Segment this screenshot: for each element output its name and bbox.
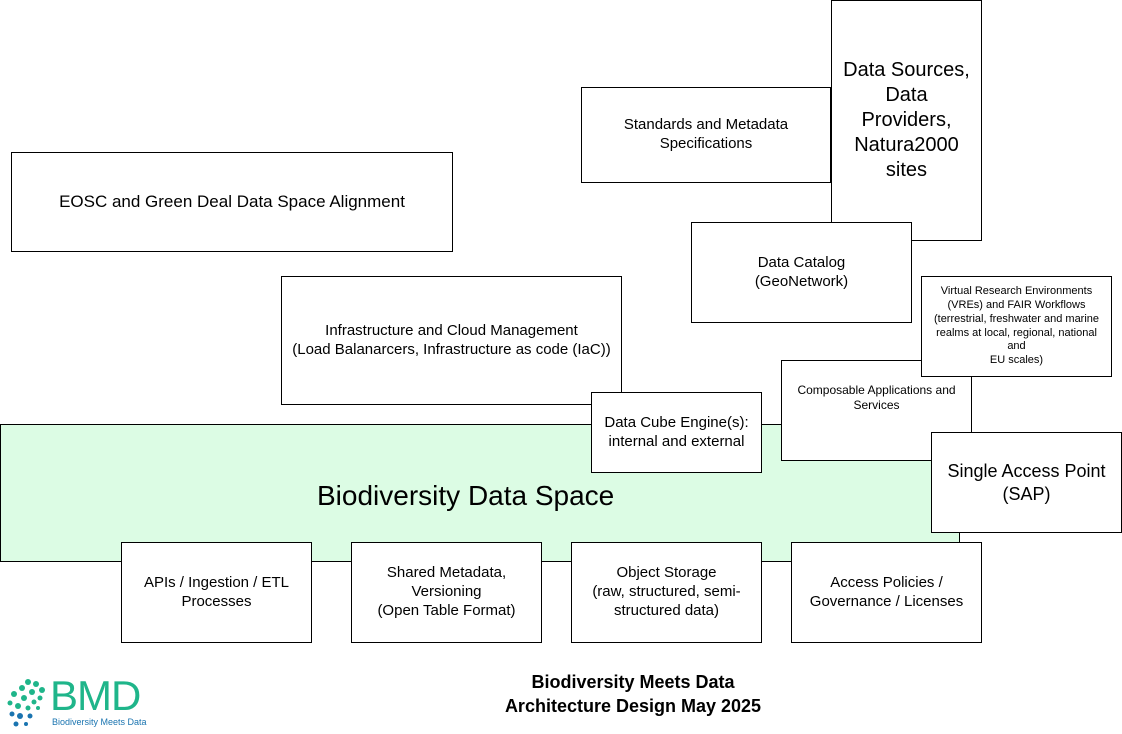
apis-ingestion-label: APIs / Ingestion / ETL Processes xyxy=(143,573,290,610)
bmd-logo-text: BMD xyxy=(50,672,141,719)
shared-metadata-label: Shared Metadata, Versioning (Open Table … xyxy=(377,564,516,619)
diagram-title: Biodiversity Meets Data Architecture Des… xyxy=(452,670,814,718)
bmd-logo-mark-icon xyxy=(7,679,45,727)
data-sources-box: Data Sources, Data Providers, Natura2000… xyxy=(831,0,982,241)
infrastructure-label: Infrastructure and Cloud Management (Loa… xyxy=(292,321,611,358)
single-access-point-box: Single Access Point (SAP) xyxy=(931,432,1122,533)
vre-label: Virtual Research Environments (VREs) and… xyxy=(933,285,1100,366)
standards-metadata-box: Standards and Metadata Specifications xyxy=(581,87,831,183)
single-access-point-label: Single Access Point (SAP) xyxy=(947,461,1106,504)
object-storage-label: Object Storage (raw, structured, semi- s… xyxy=(592,564,741,619)
bmd-logo: BMD Biodiversity Meets Data xyxy=(4,672,164,730)
bmd-logo-subtitle: Biodiversity Meets Data xyxy=(52,717,147,727)
title-line-1: Biodiversity Meets Data xyxy=(531,672,735,692)
title-line-2: Architecture Design May 2025 xyxy=(504,696,762,716)
data-cube-engine-box: Data Cube Engine(s): internal and extern… xyxy=(591,392,762,473)
apis-ingestion-box: APIs / Ingestion / ETL Processes xyxy=(121,542,312,643)
access-policies-box: Access Policies / Governance / Licenses xyxy=(791,542,982,643)
data-catalog-box: Data Catalog (GeoNetwork) xyxy=(691,222,912,323)
biodiversity-data-space-label: Biodiversity Data Space xyxy=(317,479,615,511)
object-storage-box: Object Storage (raw, structured, semi- s… xyxy=(571,542,762,643)
access-policies-label: Access Policies / Governance / Licenses xyxy=(809,573,964,610)
infrastructure-box: Infrastructure and Cloud Management (Loa… xyxy=(281,276,622,405)
data-catalog-label: Data Catalog (GeoNetwork) xyxy=(754,253,849,290)
composable-apps-label: Composable Applications and Services xyxy=(797,382,956,412)
standards-metadata-label: Standards and Metadata Specifications xyxy=(623,116,789,152)
vre-box: Virtual Research Environments (VREs) and… xyxy=(921,276,1112,377)
data-cube-engine-label: Data Cube Engine(s): internal and extern… xyxy=(604,413,749,450)
data-sources-label: Data Sources, Data Providers, Natura2000… xyxy=(843,59,970,181)
eosc-alignment-box: EOSC and Green Deal Data Space Alignment xyxy=(11,152,453,252)
eosc-alignment-label: EOSC and Green Deal Data Space Alignment xyxy=(59,192,405,212)
shared-metadata-box: Shared Metadata, Versioning (Open Table … xyxy=(351,542,542,643)
